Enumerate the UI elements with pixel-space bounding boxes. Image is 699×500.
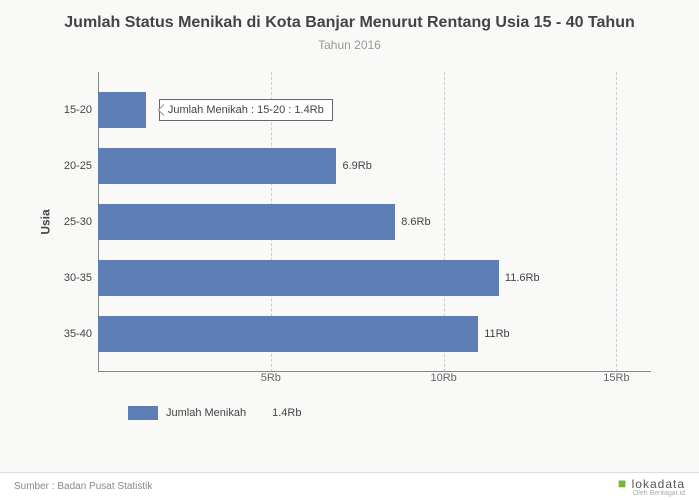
x-ticks: 5Rb 10Rb 15Rb xyxy=(98,372,651,392)
brand-name: lokadata xyxy=(632,477,685,491)
bar-category-label: 15-20 xyxy=(48,104,92,116)
source-text: Sumber : Badan Pusat Statistik xyxy=(14,481,152,492)
x-tick-label: 5Rb xyxy=(261,372,281,384)
legend: Jumlah Menikah 1.4Rb xyxy=(128,406,681,420)
bar-row: 35-40 11Rb xyxy=(98,316,651,352)
bar[interactable] xyxy=(98,148,336,184)
bar-value-label: 11.6Rb xyxy=(505,272,540,284)
bar-row: 20-25 6.9Rb xyxy=(98,148,651,184)
chart-container: Jumlah Status Menikah di Kota Banjar Men… xyxy=(0,0,699,500)
x-tick-label: 15Rb xyxy=(603,372,629,384)
bar-value-label: 6.9Rb xyxy=(342,160,371,172)
bar-category-label: 30-35 xyxy=(48,272,92,284)
bar-row: 15-20 Jumlah Menikah : 15-20 : 1.4Rb xyxy=(98,92,651,128)
chart-title: Jumlah Status Menikah di Kota Banjar Men… xyxy=(18,14,681,32)
legend-series-value: 1.4Rb xyxy=(272,407,301,419)
tooltip: Jumlah Menikah : 15-20 : 1.4Rb xyxy=(159,99,333,121)
bar-value-label: 8.6Rb xyxy=(401,216,430,228)
x-tick-label: 10Rb xyxy=(430,372,456,384)
bar-category-label: 25-30 xyxy=(48,216,92,228)
bar-category-label: 35-40 xyxy=(48,328,92,340)
bar-row: 25-30 8.6Rb xyxy=(98,204,651,240)
tooltip-text: Jumlah Menikah : 15-20 : 1.4Rb xyxy=(168,104,324,116)
chart-subtitle: Tahun 2016 xyxy=(18,38,681,52)
bar[interactable] xyxy=(98,92,146,128)
bar[interactable] xyxy=(98,316,478,352)
bars-group: 15-20 Jumlah Menikah : 15-20 : 1.4Rb 20-… xyxy=(98,72,651,372)
brand-subtext: Oleh Beritagar.id xyxy=(633,490,685,497)
bar-row: 30-35 11.6Rb xyxy=(98,260,651,296)
brand: ■ lokadata Oleh Beritagar.id xyxy=(618,476,685,497)
brand-dot-icon: ■ xyxy=(618,475,627,491)
plot-area: Usia 15-20 Jumlah Menikah : 15-20 : 1.4R… xyxy=(98,72,651,372)
footer: Sumber : Badan Pusat Statistik ■ lokadat… xyxy=(0,472,699,500)
legend-swatch xyxy=(128,406,158,420)
bar-value-label: 11Rb xyxy=(484,328,509,340)
brand-logo: ■ lokadata xyxy=(618,476,685,490)
bar[interactable] xyxy=(98,204,395,240)
bar-category-label: 20-25 xyxy=(48,160,92,172)
bar[interactable] xyxy=(98,260,499,296)
legend-series-label: Jumlah Menikah xyxy=(166,407,246,419)
